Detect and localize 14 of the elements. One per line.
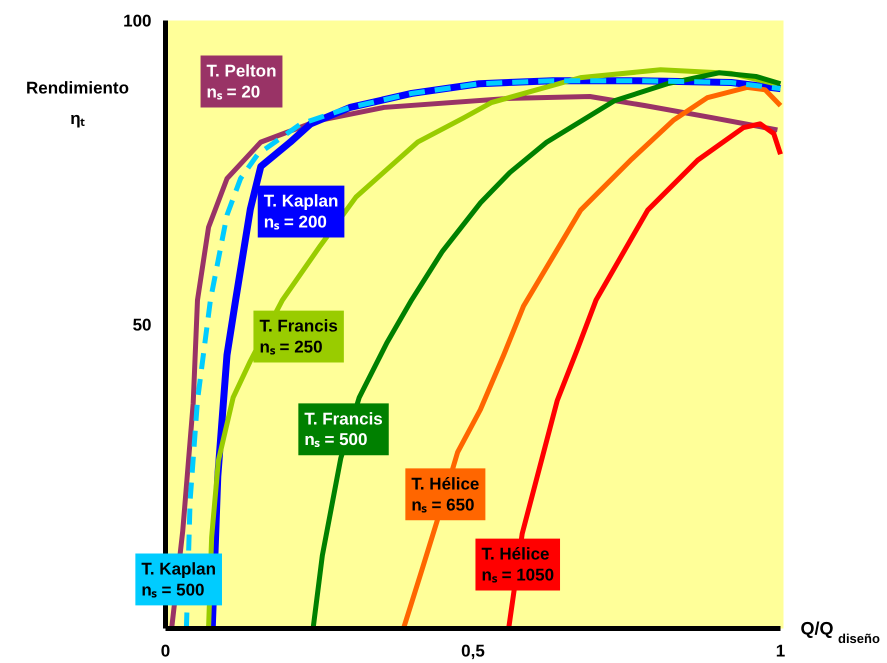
series-label: T. Francis nₛ = 500 [304,409,383,450]
series-label: T. Hélice nₛ = 650 [411,474,480,514]
y-tick-label: 50 [132,316,152,334]
series-label: T. Pelton nₛ = 20 [206,62,276,102]
series-label: T. Kaplan nₛ = 500 [141,559,216,600]
x-axis-title: Q/Qdiseño [800,618,880,646]
series-label: T. Kaplan nₛ = 200 [264,192,338,232]
series-label: T. Hélice nₛ = 1050 [481,544,554,584]
y-axis-title: Rendimiento ηₜ [26,78,129,128]
x-tick-label: 1 [776,642,786,660]
x-tick-label: 0 [160,642,170,660]
series-label: T. Francis nₛ = 250 [259,316,338,356]
y-tick-label: 100 [123,12,152,30]
x-tick-label: 0,5 [461,642,485,660]
